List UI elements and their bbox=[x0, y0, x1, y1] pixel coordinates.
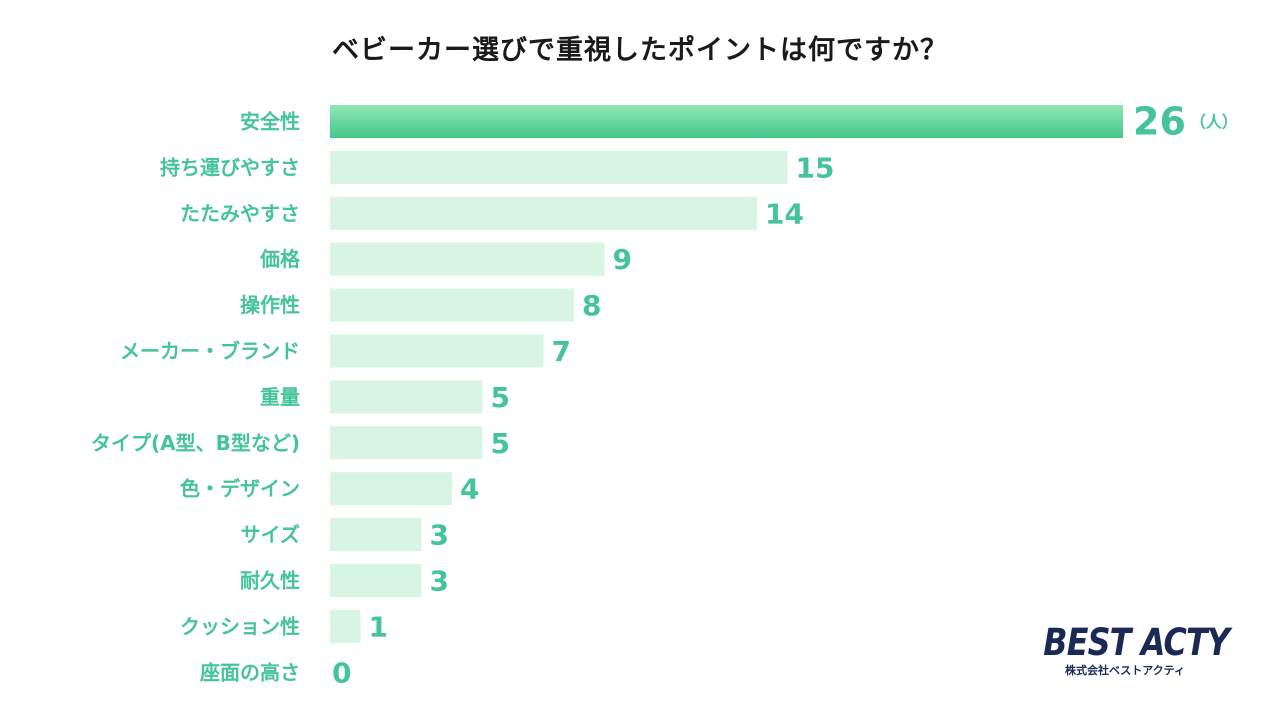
bar bbox=[330, 288, 574, 322]
category-label: 色・デザイン bbox=[180, 477, 300, 501]
value-label: 9 bbox=[613, 243, 632, 276]
value-label: 8 bbox=[582, 289, 601, 322]
value-label: 4 bbox=[460, 473, 479, 506]
value-label: 1 bbox=[369, 610, 388, 643]
category-label: 持ち運びやすさ bbox=[160, 155, 300, 179]
bar bbox=[330, 426, 483, 460]
value-label: 7 bbox=[552, 335, 571, 368]
category-label: 座面の高さ bbox=[200, 660, 300, 684]
value-label: 5 bbox=[491, 427, 510, 460]
category-label: 安全性 bbox=[240, 110, 300, 134]
bar bbox=[330, 472, 452, 506]
bar bbox=[330, 518, 422, 552]
category-label: メーカー・ブランド bbox=[120, 339, 300, 363]
category-label: 耐久性 bbox=[240, 569, 300, 593]
bar bbox=[330, 380, 483, 414]
category-label: クッション性 bbox=[180, 614, 300, 638]
bar bbox=[330, 564, 422, 597]
value-label: 15 bbox=[796, 151, 835, 184]
bar bbox=[330, 105, 1123, 138]
logo-name: BEST ACTY bbox=[1043, 621, 1230, 664]
category-label: 価格 bbox=[259, 247, 301, 271]
value-label: 0 bbox=[332, 656, 351, 689]
category-label: 重量 bbox=[260, 385, 300, 409]
bar bbox=[330, 196, 757, 230]
value-label: 3 bbox=[430, 565, 449, 598]
bar bbox=[330, 609, 361, 643]
chart-title: ベビーカー選びで重視したポイントは何ですか？ bbox=[332, 35, 948, 66]
unit-label: （人） bbox=[1190, 113, 1238, 132]
bar bbox=[330, 150, 788, 184]
category-label: サイズ bbox=[241, 523, 300, 547]
value-label: 14 bbox=[765, 197, 804, 230]
value-label: 3 bbox=[430, 519, 449, 552]
company-logo: BEST ACTY 株式会社ベストアクティ bbox=[1030, 621, 1230, 678]
category-label: たたみやすさ bbox=[180, 201, 300, 225]
category-label: 操作性 bbox=[240, 293, 300, 317]
category-label: タイプ(A型、B型など) bbox=[91, 431, 300, 455]
bar bbox=[330, 334, 544, 368]
value-label: 26 bbox=[1133, 100, 1186, 144]
bar bbox=[330, 242, 605, 276]
logo-subtitle: 株式会社ベストアクティ bbox=[1064, 664, 1185, 677]
value-label: 5 bbox=[491, 381, 510, 414]
